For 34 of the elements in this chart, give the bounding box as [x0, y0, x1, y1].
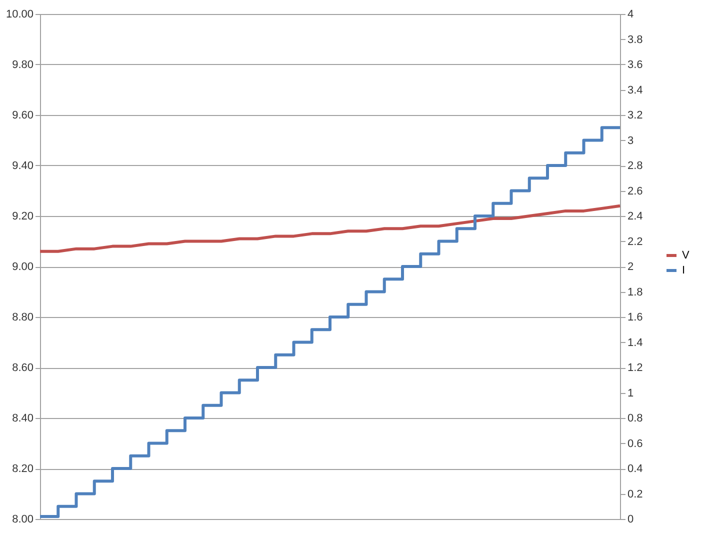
y2-tick-label: 2 — [628, 261, 634, 273]
y2-tick-label: 1.6 — [628, 312, 643, 324]
y2-tick-label: 1.8 — [628, 286, 643, 298]
y2-tick-label: 0.6 — [628, 438, 643, 450]
y2-tick-label: 0.2 — [628, 488, 643, 500]
y2-tick-label: 1 — [628, 387, 634, 400]
y2-tick-label: 3 — [628, 134, 634, 147]
y2-tick-label: 1.4 — [628, 336, 643, 349]
y2-tick-label: 3.4 — [628, 84, 643, 96]
y-tick-label: 8.20 — [12, 463, 34, 475]
y2-tick-label: 3.6 — [628, 59, 643, 71]
y2-tick-label: 2.6 — [628, 185, 643, 198]
y2-tick-label: 2.2 — [628, 236, 643, 248]
y2-tick-label: 2.8 — [628, 160, 643, 172]
y2-tick-label: 0.8 — [628, 412, 643, 424]
y2-tick-label: 4 — [628, 8, 634, 20]
y-tick-label: 9.60 — [12, 110, 34, 122]
y-tick-label: 8.60 — [12, 362, 34, 374]
y2-tick-label: 3.2 — [628, 110, 643, 122]
legend-label: V — [682, 250, 690, 262]
y-tick-label: 9.40 — [12, 160, 34, 172]
y2-tick-label: 0.4 — [628, 463, 643, 475]
y-tick-label: 9.80 — [12, 59, 34, 71]
y-tick-label: 9.20 — [12, 210, 34, 222]
y-tick-label: 10.00 — [6, 8, 34, 20]
y-tick-label: 9.00 — [12, 261, 34, 273]
y2-tick-label: 3.8 — [628, 34, 643, 46]
y2-tick-label: 0 — [628, 514, 634, 526]
y2-tick-label: 2.4 — [628, 210, 643, 222]
legend-label: I — [682, 264, 686, 276]
y-tick-label: 8.80 — [12, 312, 34, 324]
y2-tick-label: 1.2 — [628, 362, 643, 374]
y-tick-label: 8.00 — [12, 514, 34, 526]
y-tick-label: 8.40 — [12, 412, 34, 424]
